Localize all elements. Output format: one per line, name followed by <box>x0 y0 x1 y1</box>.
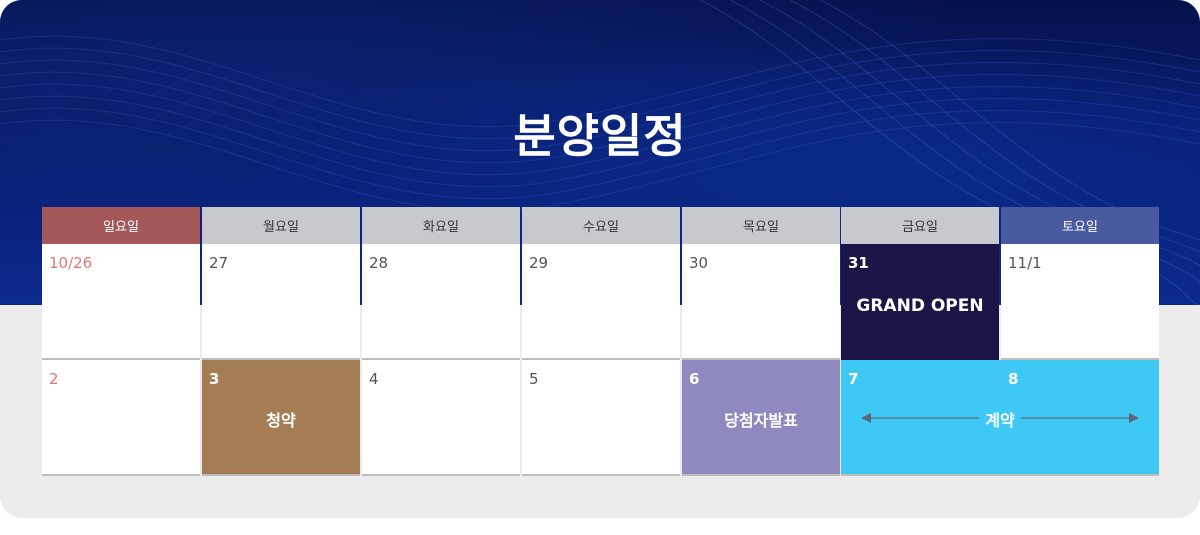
day-number: 5 <box>529 370 539 388</box>
event-contract-range: 7 8 계약 <box>841 360 1159 476</box>
weekday-header-monday: 월요일 <box>202 207 360 244</box>
day-number: 8 <box>1008 370 1019 388</box>
day-number: 31 <box>848 254 869 272</box>
weekday-header-saturday: 토요일 <box>1001 207 1159 244</box>
day-cell: 5 <box>522 360 680 476</box>
weekday-header-friday: 금요일 <box>841 207 999 244</box>
day-cell: 2 <box>42 360 200 476</box>
schedule-card: 분양일정 일요일 월요일 화요일 수요일 목요일 금요일 토요일 10/26 2… <box>0 0 1200 518</box>
day-number: 3 <box>209 370 220 388</box>
day-cell: 27 <box>202 244 360 360</box>
weekday-header-tuesday: 화요일 <box>362 207 520 244</box>
day-number: 28 <box>369 254 389 272</box>
day-cell: 10/26 <box>42 244 200 360</box>
day-number: 4 <box>369 370 379 388</box>
event-winner-announcement: 당첨자발표 <box>724 411 798 430</box>
event-contract: 계약 <box>841 407 1159 431</box>
day-number: 29 <box>529 254 549 272</box>
day-cell-grand-open: 31 GRAND OPEN <box>841 244 999 360</box>
event-contract-text: 계약 <box>979 411 1021 430</box>
day-number: 27 <box>209 254 229 272</box>
day-cell-winner: 6 당첨자발표 <box>682 360 840 476</box>
day-cell: 28 <box>362 244 520 360</box>
weekday-header-sunday: 일요일 <box>42 207 200 244</box>
day-number: 30 <box>689 254 709 272</box>
day-cell-apply: 3 청약 <box>202 360 360 476</box>
day-number: 2 <box>49 370 59 388</box>
day-number: 11/1 <box>1008 254 1042 272</box>
weekday-header-wednesday: 수요일 <box>522 207 680 244</box>
day-number: 7 <box>848 370 859 388</box>
day-number: 10/26 <box>49 254 93 272</box>
event-apply: 청약 <box>266 411 296 430</box>
page-title: 분양일정 <box>513 109 687 163</box>
day-number: 6 <box>689 370 700 388</box>
day-cell: 30 <box>682 244 840 360</box>
day-cell: 29 <box>522 244 680 360</box>
calendar-grid: 일요일 월요일 화요일 수요일 목요일 금요일 토요일 10/26 27 28 … <box>42 207 1159 479</box>
event-grand-open: GRAND OPEN <box>856 296 984 316</box>
day-cell: 11/1 <box>1001 244 1159 360</box>
day-cell: 4 <box>362 360 520 476</box>
weekday-header-thursday: 목요일 <box>682 207 840 244</box>
